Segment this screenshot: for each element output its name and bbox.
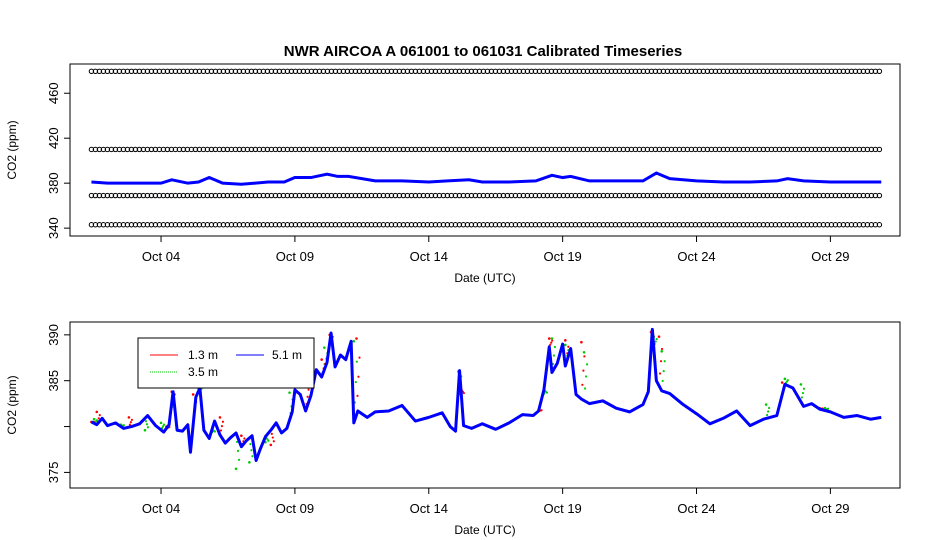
legend-box	[137, 337, 315, 389]
legend-label-1-3m: 1.3 m	[188, 348, 218, 362]
bottom-plot-frame	[69, 321, 901, 489]
x-tick-label: Oct 14	[410, 501, 448, 516]
y-tick-label: 375	[46, 462, 61, 484]
y-tick-label: 390	[46, 324, 61, 346]
y-tick-label: 380	[46, 172, 61, 194]
x-tick-label: Oct 04	[142, 249, 180, 264]
top-plot-frame	[69, 63, 901, 237]
x-tick-label: Oct 09	[276, 501, 314, 516]
bottom-axes: Oct 04 Oct 09 Oct 14 Oct 19 Oct 24 Oct 29 375 3…	[46, 324, 850, 516]
top-panel: NWR AIRCOA A 061001 to 061031 Calibrated…	[5, 43, 901, 285]
x-tick-label: Oct 19	[543, 249, 581, 264]
legend: 1.3 m 3.5 m 5.1 m	[137, 337, 315, 389]
top-y-axis-label: CO2 (ppm)	[5, 120, 19, 179]
top-x-axis-label: Date (UTC)	[454, 271, 515, 285]
ambient-co2-series	[91, 171, 882, 186]
top-axes: Oct 04 Oct 09 Oct 14 Oct 19 Oct 24 Oct 29 340 3…	[46, 82, 850, 264]
calibration-points-standard-mid	[88, 146, 883, 153]
x-tick-label: Oct 19	[543, 501, 581, 516]
y-tick-label: 340	[46, 217, 61, 239]
x-tick-label: Oct 09	[276, 249, 314, 264]
x-tick-label: Oct 24	[677, 249, 715, 264]
calibration-points-standard-lowest	[88, 222, 883, 228]
x-tick-label: Oct 04	[142, 501, 180, 516]
calibration-points-standard-high	[88, 68, 883, 75]
bottom-y-axis-label: CO2 (ppm)	[5, 375, 19, 434]
top-plot-marks	[88, 68, 883, 228]
x-tick-label: Oct 14	[410, 249, 448, 264]
chart-title: NWR AIRCOA A 061001 to 061031 Calibrated…	[284, 43, 683, 60]
x-tick-label: Oct 29	[811, 501, 849, 516]
series-line-5-1m	[90, 327, 882, 462]
legend-label-3-5m: 3.5 m	[188, 365, 218, 379]
x-tick-label: Oct 24	[677, 501, 715, 516]
y-tick-label: 420	[46, 127, 61, 149]
legend-label-5-1m: 5.1 m	[272, 348, 302, 362]
y-tick-label: 385	[46, 370, 61, 392]
calibration-points-standard-low	[88, 192, 883, 199]
y-tick-label: 460	[46, 82, 61, 104]
bottom-x-axis-label: Date (UTC)	[454, 523, 515, 537]
bottom-panel: Oct 04 Oct 09 Oct 14 Oct 19 Oct 24 Oct 29 375 3…	[5, 321, 901, 537]
bottom-plot-marks	[90, 327, 882, 471]
x-tick-label: Oct 29	[811, 249, 849, 264]
